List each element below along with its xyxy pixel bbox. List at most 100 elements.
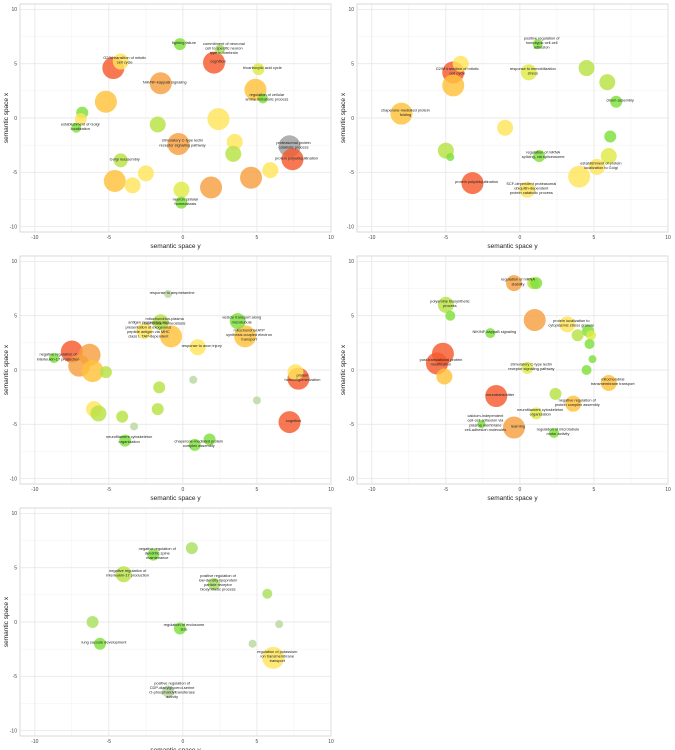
bubble xyxy=(281,148,304,171)
bubble xyxy=(262,162,279,179)
y-tick-label: 5 xyxy=(351,62,354,68)
x-tick-label: -5 xyxy=(107,235,112,241)
x-tick-label: 10 xyxy=(328,235,334,241)
bubble xyxy=(136,322,153,339)
bubble xyxy=(81,360,104,383)
y-tick-label: 0 xyxy=(351,116,354,122)
bubble xyxy=(225,145,242,162)
x-axis-label: semantic space y xyxy=(150,243,201,250)
point-label: chaperone-mediated protein folding xyxy=(381,107,430,117)
x-tick-label: -5 xyxy=(107,739,112,745)
bubble xyxy=(588,158,605,175)
y-tick-label: -5 xyxy=(13,674,18,680)
point-label: neurotransmitter xyxy=(486,392,515,397)
bubble xyxy=(502,416,525,439)
point-label: neuron cellular homeostasis xyxy=(173,196,199,206)
point-label: regulation of mRNA stability xyxy=(501,277,535,287)
bubble xyxy=(610,95,623,108)
point-label: learning xyxy=(511,424,525,429)
scatter-panel-4: -10 -5 0 5 10 -10 -5 0 5 10 semantic space y semant… xyxy=(340,255,671,502)
bubble xyxy=(519,181,536,198)
point-label: cognition xyxy=(286,418,302,423)
bubble xyxy=(189,375,198,384)
x-tick-label: 10 xyxy=(328,487,334,493)
point-label: negative regulation of interleukin-17 pro… xyxy=(37,352,80,362)
y-axis-label: semantic space x xyxy=(340,344,347,395)
point-label: establishment of protein localization to … xyxy=(580,160,621,170)
bubble xyxy=(153,381,166,394)
y-tick-label: 5 xyxy=(14,62,17,68)
bubble xyxy=(485,328,496,339)
x-tick-label: 0 xyxy=(182,739,185,745)
point-label: antigen processing and presentation of ex… xyxy=(125,320,171,339)
y-tick-label: 10 xyxy=(11,259,17,265)
point-label: proteasomal protein catabolic process xyxy=(276,140,310,150)
bubble xyxy=(599,74,616,91)
y-axis-label: semantic space x xyxy=(3,596,10,647)
x-axis-label: semantic space y xyxy=(150,495,201,502)
x-axis-label: semantic space y xyxy=(150,747,201,750)
bubble xyxy=(532,39,543,50)
bubble xyxy=(173,38,186,51)
bubble xyxy=(248,639,257,648)
bubble xyxy=(137,165,154,182)
bubble xyxy=(115,566,132,583)
point-label: neurofilament cytoskeleton organization xyxy=(517,407,563,417)
bubble xyxy=(262,646,285,669)
x-tick-label: 10 xyxy=(665,235,671,241)
scatter-panel-1: -10 -5 0 5 10 -10 -5 0 5 10 semantic space y semant… xyxy=(3,3,334,250)
point-label: stimulatory C-type lectin receptor signal… xyxy=(508,361,554,371)
bubble xyxy=(151,403,164,416)
point-label: mitochondrion-plasma membrane homeostasis xyxy=(144,316,186,326)
x-tick-label: 5 xyxy=(256,235,259,241)
bubble xyxy=(442,74,465,97)
bubble xyxy=(130,422,139,431)
bubble xyxy=(604,130,617,143)
point-label: tricarboxylic acid cycle xyxy=(243,65,282,70)
bubble xyxy=(287,364,304,381)
point-label: fighting failure xyxy=(172,40,196,45)
bubble xyxy=(533,150,546,162)
bubble xyxy=(437,296,454,313)
x-tick-label: 0 xyxy=(182,487,185,493)
bubble xyxy=(200,176,223,199)
y-tick-label: 5 xyxy=(14,566,17,572)
point-label: protein polyubiquitination xyxy=(275,155,318,160)
x-tick-label: -5 xyxy=(444,487,449,493)
bubble xyxy=(497,119,514,136)
point-label: response to immobilization stress xyxy=(510,66,556,76)
y-tick-label: 10 xyxy=(11,7,17,13)
y-tick-label: 5 xyxy=(14,314,17,320)
x-tick-label: -10 xyxy=(368,235,375,241)
bubble xyxy=(175,196,188,209)
point-label: NIK/NF-kappaB signaling xyxy=(143,79,187,84)
y-tick-label: 0 xyxy=(14,116,17,122)
bubble xyxy=(548,427,559,438)
x-tick-label: -10 xyxy=(368,487,375,493)
point-label: mitochondrial ATP synthesis coupled elect… xyxy=(226,328,272,342)
point-label: commitment of neuronal cell to specific n… xyxy=(203,41,245,55)
bubble xyxy=(188,438,201,451)
bubble xyxy=(74,113,87,126)
bubble xyxy=(119,434,132,447)
point-label: Golgi reassembly xyxy=(110,156,140,161)
bubble xyxy=(521,361,534,374)
x-tick-label: -5 xyxy=(107,487,112,493)
bubble xyxy=(452,55,469,72)
bubble xyxy=(173,181,190,198)
y-tick-label: 10 xyxy=(348,7,354,13)
point-label: G2/M transition of mitotic cell cycle xyxy=(436,66,479,76)
bubble xyxy=(93,637,106,650)
bubble xyxy=(124,177,141,194)
x-tick-label: 5 xyxy=(256,739,259,745)
bubble xyxy=(446,153,455,162)
point-label: protein polyubiquitination xyxy=(455,179,498,184)
point-label: regulation of mRNA splicing, via spliceos… xyxy=(522,150,565,160)
bubble xyxy=(530,277,543,290)
bubble xyxy=(549,387,562,400)
bubble xyxy=(214,44,225,55)
bubble xyxy=(559,316,576,333)
point-label: stimulatory C-type lectin receptor signal… xyxy=(159,138,205,148)
point-label: response to axon injury xyxy=(182,343,222,348)
x-tick-label: 10 xyxy=(665,487,671,493)
